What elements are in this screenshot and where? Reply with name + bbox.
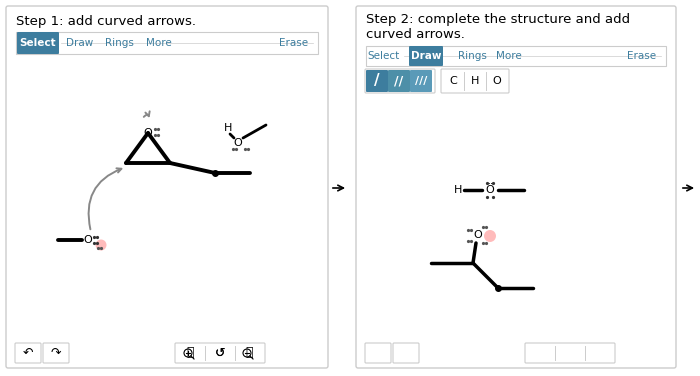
FancyBboxPatch shape: [43, 343, 69, 363]
FancyBboxPatch shape: [409, 46, 443, 66]
Bar: [16, 32, 318, 54]
Text: C: C: [449, 76, 457, 86]
Bar: [366, 46, 666, 66]
Text: H: H: [224, 123, 232, 133]
FancyBboxPatch shape: [365, 69, 435, 93]
Text: O: O: [144, 128, 153, 138]
FancyBboxPatch shape: [17, 32, 59, 54]
Text: Erase: Erase: [627, 51, 656, 61]
Text: curved arrows.: curved arrows.: [366, 27, 465, 41]
Circle shape: [484, 230, 496, 242]
Text: More: More: [146, 38, 172, 48]
Text: O: O: [234, 138, 242, 148]
Text: Rings: Rings: [458, 51, 487, 61]
Text: /: /: [374, 73, 380, 88]
Text: Rings: Rings: [105, 38, 134, 48]
FancyBboxPatch shape: [175, 343, 265, 363]
FancyBboxPatch shape: [388, 70, 410, 92]
Text: O: O: [83, 235, 92, 245]
Text: Select: Select: [20, 38, 56, 48]
Text: ↷: ↷: [50, 347, 62, 359]
Text: Step 2: complete the structure and add: Step 2: complete the structure and add: [366, 14, 630, 26]
Text: O: O: [493, 76, 501, 86]
Text: ⌕: ⌕: [245, 347, 253, 359]
Text: More: More: [496, 51, 522, 61]
Text: Draw: Draw: [66, 38, 93, 48]
FancyBboxPatch shape: [15, 343, 41, 363]
Text: O: O: [474, 230, 482, 240]
Text: Erase: Erase: [279, 38, 308, 48]
FancyBboxPatch shape: [6, 6, 328, 368]
Text: Step 1: add curved arrows.: Step 1: add curved arrows.: [16, 15, 196, 29]
Text: ↺: ↺: [215, 347, 225, 359]
FancyBboxPatch shape: [366, 70, 388, 92]
FancyBboxPatch shape: [441, 69, 509, 93]
FancyBboxPatch shape: [365, 343, 391, 363]
FancyBboxPatch shape: [410, 70, 432, 92]
FancyArrowPatch shape: [144, 111, 150, 117]
FancyBboxPatch shape: [525, 343, 615, 363]
Circle shape: [95, 240, 106, 250]
Text: ⌕: ⌕: [186, 347, 194, 359]
Text: ↶: ↶: [22, 347, 34, 359]
Text: Select: Select: [367, 51, 399, 61]
Text: Ö: Ö: [486, 185, 494, 195]
Text: //: //: [394, 74, 404, 88]
Text: H: H: [454, 185, 462, 195]
FancyBboxPatch shape: [356, 6, 676, 368]
FancyBboxPatch shape: [393, 343, 419, 363]
Text: ///: ///: [415, 76, 427, 86]
Text: H: H: [471, 76, 480, 86]
Text: Draw: Draw: [411, 51, 441, 61]
FancyArrowPatch shape: [89, 168, 121, 229]
Text: ↺: ↺: [215, 347, 225, 359]
